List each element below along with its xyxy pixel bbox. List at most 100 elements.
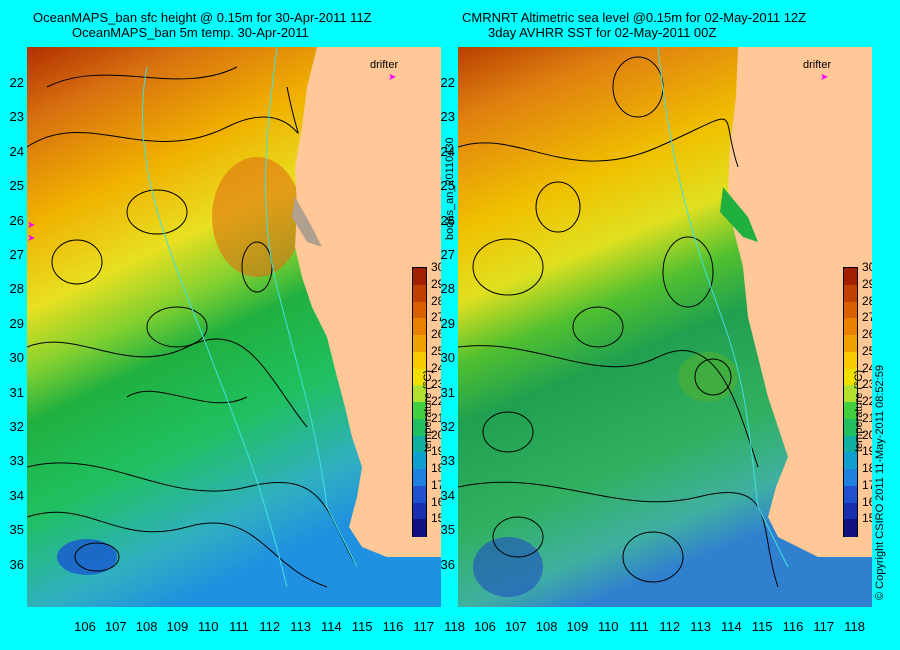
latitude-label: 25 bbox=[9, 178, 24, 194]
drifter-label-right: drifter bbox=[803, 59, 832, 71]
colorbar-tick-label: 17 bbox=[862, 477, 872, 492]
colorbar-tick-label: 27 bbox=[862, 310, 872, 325]
colorbar-tick-label: 22 bbox=[431, 394, 441, 408]
latitude-label: 26 bbox=[440, 212, 455, 228]
longitude-label: 113 bbox=[690, 619, 711, 634]
longitude-label: 113 bbox=[290, 619, 311, 634]
isobaths bbox=[657, 47, 789, 568]
colorbar-swatch bbox=[844, 268, 857, 286]
latitude-label: 23 bbox=[440, 109, 455, 125]
colorbar-swatch bbox=[844, 485, 857, 503]
latitude-label: 22 bbox=[9, 75, 24, 90]
land-mass bbox=[295, 47, 441, 557]
colorbar-title: temperature (°C) bbox=[422, 369, 434, 452]
right-map-panel: 30 29 28 27 26 25 24 23 22 21 20 19 18 17 16 15 temperat… bbox=[458, 47, 872, 607]
latitude-label: 36 bbox=[440, 556, 455, 572]
colorbar-tick-label: 22 bbox=[862, 394, 872, 408]
latitude-label: 30 bbox=[9, 350, 24, 366]
latitude-label: 23 bbox=[9, 109, 24, 125]
longitude-label: 107 bbox=[504, 619, 527, 634]
latitude-label: 35 bbox=[440, 522, 455, 538]
colorbar-swatch bbox=[844, 318, 857, 336]
colorbar-swatch bbox=[413, 435, 426, 453]
colorbar-tick-label: 29 bbox=[862, 276, 872, 291]
longitude-label: 118 bbox=[444, 619, 465, 634]
colorbar-tick-label: 23 bbox=[431, 377, 441, 392]
land-mass bbox=[728, 47, 872, 557]
longitude-label: 112 bbox=[659, 619, 681, 634]
colorbar-tick-label: 26 bbox=[862, 327, 872, 341]
colorbar-tick-label: 28 bbox=[862, 293, 872, 308]
colorbar-tick-label: 16 bbox=[862, 494, 872, 509]
colorbar-swatch bbox=[844, 301, 857, 319]
colorbar-tick-label: 20 bbox=[431, 427, 441, 442]
left-colorbar bbox=[412, 267, 427, 537]
colorbar-tick-label: 18 bbox=[431, 461, 441, 475]
colorbar-swatch bbox=[844, 368, 857, 386]
colorbar-swatch bbox=[844, 519, 857, 537]
longitude-label: 106 bbox=[474, 619, 496, 634]
latitude-label: 22 bbox=[440, 75, 455, 90]
colorbar-tick-label: 15 bbox=[431, 511, 441, 526]
colorbar-swatch bbox=[844, 284, 857, 302]
latitude-label: 32 bbox=[440, 419, 455, 434]
colorbar-tick-label: 21 bbox=[431, 410, 441, 425]
colorbar-swatch bbox=[413, 335, 426, 353]
colorbar-swatch bbox=[413, 318, 426, 336]
colorbar-tick-label: 27 bbox=[431, 310, 441, 325]
longitude-label: 108 bbox=[535, 619, 558, 634]
longitude-label: 118 bbox=[844, 619, 865, 634]
colorbar-tick-label: 23 bbox=[862, 377, 872, 392]
longitude-label: 114 bbox=[321, 619, 342, 634]
latitude-label: 34 bbox=[440, 487, 455, 503]
longitude-label: 109 bbox=[566, 619, 589, 634]
latitude-label: 29 bbox=[9, 315, 24, 331]
latitude-label: 32 bbox=[9, 419, 24, 434]
colorbar-swatch bbox=[413, 519, 426, 537]
colorbar-swatch bbox=[844, 418, 857, 436]
colorbar-tick-label: 16 bbox=[431, 494, 441, 509]
colorbar-swatch bbox=[413, 301, 426, 319]
latitude-label: 28 bbox=[440, 281, 455, 297]
colorbar-tick-label: 25 bbox=[431, 343, 441, 358]
colorbar-swatch bbox=[844, 385, 857, 403]
drifter-marker-icon: ➤ bbox=[27, 220, 36, 231]
drifter-label-left: drifter bbox=[370, 59, 399, 71]
colorbar-tick-label: 17 bbox=[431, 477, 441, 492]
latitude-label: 29 bbox=[440, 315, 455, 331]
colorbar-swatch bbox=[844, 469, 857, 487]
latitude-label: 35 bbox=[9, 522, 24, 538]
latitude-label: 36 bbox=[9, 556, 24, 572]
colorbar-title: temperature (°C) bbox=[853, 369, 865, 452]
colorbar-swatch bbox=[413, 485, 426, 503]
colorbar-tick-label: 26 bbox=[431, 327, 441, 341]
longitude-label: 116 bbox=[782, 619, 804, 634]
colorbar-swatch bbox=[844, 435, 857, 453]
longitude-label: 115 bbox=[351, 619, 373, 634]
colorbar-tick-label: 24 bbox=[862, 360, 872, 375]
isobaths bbox=[141, 47, 358, 588]
colorbar-tick-label: 25 bbox=[862, 343, 872, 358]
colorbar-swatch bbox=[844, 335, 857, 353]
longitude-label: 110 bbox=[197, 619, 219, 634]
colorbar-tick-label: 19 bbox=[862, 444, 872, 459]
colorbar-swatch bbox=[413, 418, 426, 436]
left-title-line2: OceanMAPS_ban 5m temp. 30-Apr-2011 bbox=[72, 25, 309, 40]
latitude-label: 24 bbox=[440, 143, 455, 159]
colorbar-tick-label: 18 bbox=[862, 461, 872, 475]
longitude-label: 116 bbox=[382, 619, 404, 634]
longitude-label: 111 bbox=[229, 619, 249, 634]
colorbar-swatch bbox=[844, 402, 857, 420]
left-map-panel: 30 29 28 27 26 25 24 23 22 21 20 19 18 17 16 15 temperat… bbox=[27, 47, 441, 607]
latitude-label: 34 bbox=[9, 487, 24, 503]
longitude-label: 108 bbox=[135, 619, 158, 634]
longitude-label: 112 bbox=[259, 619, 281, 634]
latitude-label: 31 bbox=[440, 384, 455, 400]
longitude-label: 106 bbox=[74, 619, 96, 634]
colorbar-tick-label: 15 bbox=[862, 511, 872, 526]
latitude-label: 28 bbox=[9, 281, 24, 297]
colorbar-swatch bbox=[413, 385, 426, 403]
longitude-label: 109 bbox=[166, 619, 189, 634]
right-title-line2: 3day AVHRR SST for 02-May-2011 00Z bbox=[488, 25, 717, 40]
latitude-label: 27 bbox=[440, 247, 455, 262]
